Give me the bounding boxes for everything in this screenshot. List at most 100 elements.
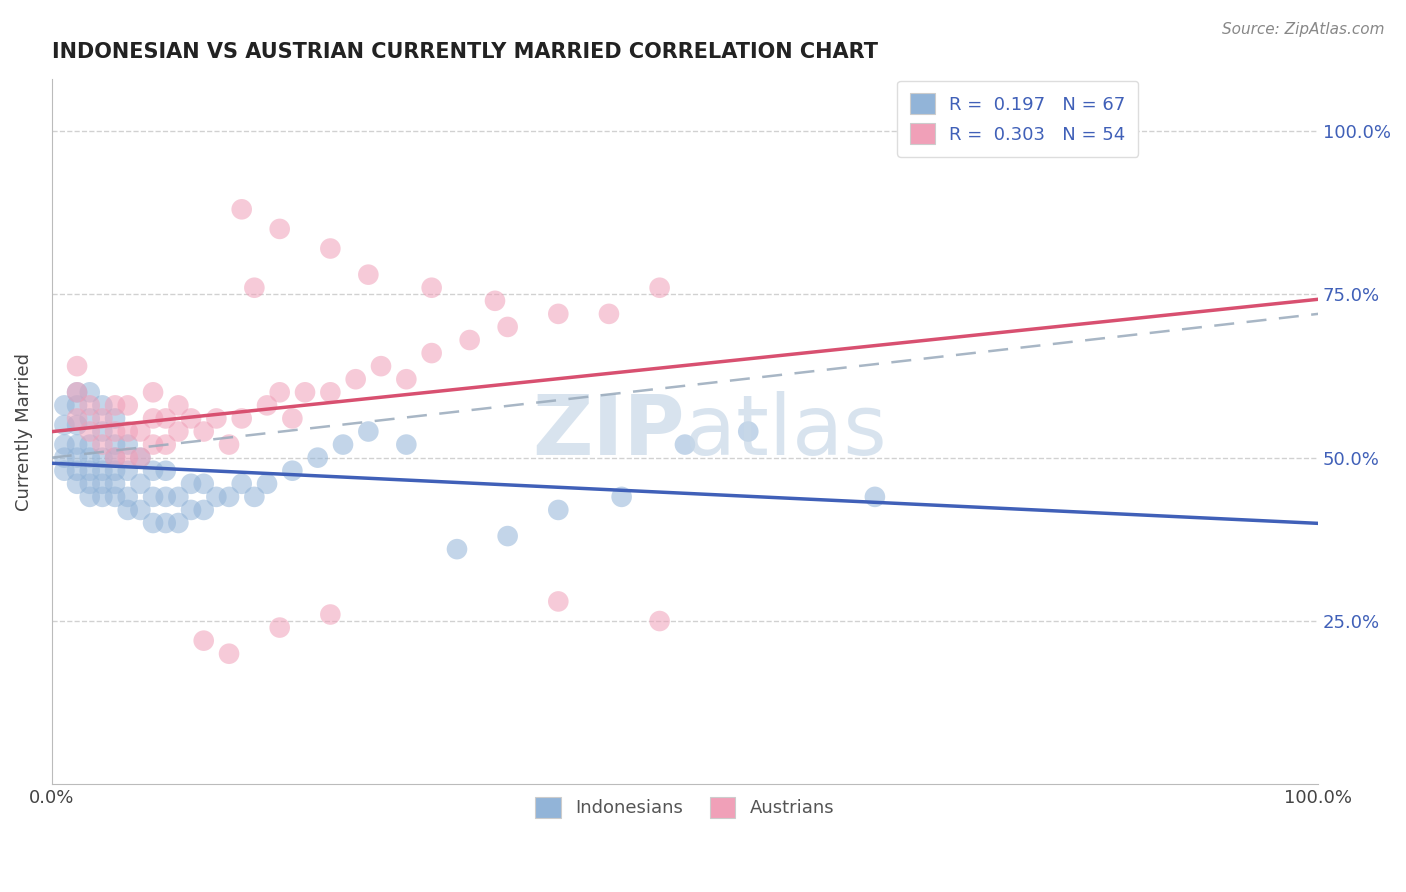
Point: [610, 490, 633, 504]
Point: [180, 411, 202, 425]
Point: [66, 398, 89, 412]
Point: [458, 333, 481, 347]
Point: [104, 398, 127, 412]
Point: [269, 385, 291, 400]
Legend: Indonesians, Austrians: Indonesians, Austrians: [529, 789, 842, 825]
Point: [231, 202, 253, 217]
Point: [142, 437, 165, 451]
Point: [79, 490, 101, 504]
Point: [129, 476, 152, 491]
Point: [117, 425, 139, 439]
Point: [91, 476, 114, 491]
Point: [91, 464, 114, 478]
Point: [104, 425, 127, 439]
Point: [104, 437, 127, 451]
Point: [243, 281, 266, 295]
Point: [104, 411, 127, 425]
Point: [91, 398, 114, 412]
Point: [104, 490, 127, 504]
Point: [155, 490, 177, 504]
Point: [66, 417, 89, 432]
Point: [117, 464, 139, 478]
Point: [193, 503, 215, 517]
Point: [420, 346, 443, 360]
Point: [66, 476, 89, 491]
Point: [79, 385, 101, 400]
Point: [117, 398, 139, 412]
Point: [395, 372, 418, 386]
Point: [344, 372, 367, 386]
Point: [484, 293, 506, 308]
Point: [79, 425, 101, 439]
Point: [66, 411, 89, 425]
Point: [357, 268, 380, 282]
Point: [142, 490, 165, 504]
Point: [79, 411, 101, 425]
Point: [269, 621, 291, 635]
Point: [205, 490, 228, 504]
Point: [319, 385, 342, 400]
Point: [547, 594, 569, 608]
Point: [155, 437, 177, 451]
Point: [547, 503, 569, 517]
Point: [673, 437, 696, 451]
Point: [53, 464, 76, 478]
Point: [79, 450, 101, 465]
Point: [66, 385, 89, 400]
Point: [129, 425, 152, 439]
Point: [193, 633, 215, 648]
Point: [205, 411, 228, 425]
Point: [218, 647, 240, 661]
Point: [155, 516, 177, 530]
Point: [66, 359, 89, 373]
Point: [91, 425, 114, 439]
Text: ZIP: ZIP: [533, 391, 685, 472]
Point: [648, 614, 671, 628]
Point: [104, 464, 127, 478]
Point: [496, 320, 519, 334]
Point: [91, 437, 114, 451]
Point: [243, 490, 266, 504]
Point: [155, 411, 177, 425]
Point: [91, 411, 114, 425]
Point: [648, 281, 671, 295]
Point: [395, 437, 418, 451]
Point: [357, 425, 380, 439]
Point: [332, 437, 354, 451]
Point: [193, 476, 215, 491]
Point: [91, 450, 114, 465]
Point: [129, 503, 152, 517]
Point: [53, 450, 76, 465]
Point: [269, 222, 291, 236]
Point: [281, 464, 304, 478]
Point: [53, 437, 76, 451]
Point: [218, 490, 240, 504]
Point: [496, 529, 519, 543]
Point: [66, 385, 89, 400]
Point: [167, 490, 190, 504]
Text: INDONESIAN VS AUSTRIAN CURRENTLY MARRIED CORRELATION CHART: INDONESIAN VS AUSTRIAN CURRENTLY MARRIED…: [52, 42, 877, 62]
Y-axis label: Currently Married: Currently Married: [15, 352, 32, 510]
Point: [256, 398, 278, 412]
Point: [180, 503, 202, 517]
Point: [180, 476, 202, 491]
Point: [155, 464, 177, 478]
Point: [598, 307, 620, 321]
Point: [79, 398, 101, 412]
Text: Source: ZipAtlas.com: Source: ZipAtlas.com: [1222, 22, 1385, 37]
Point: [104, 450, 127, 465]
Point: [79, 464, 101, 478]
Point: [117, 503, 139, 517]
Point: [319, 242, 342, 256]
Point: [117, 490, 139, 504]
Point: [129, 450, 152, 465]
Point: [79, 476, 101, 491]
Point: [66, 437, 89, 451]
Point: [281, 411, 304, 425]
Point: [370, 359, 392, 373]
Point: [117, 437, 139, 451]
Point: [117, 450, 139, 465]
Point: [79, 437, 101, 451]
Point: [319, 607, 342, 622]
Point: [167, 398, 190, 412]
